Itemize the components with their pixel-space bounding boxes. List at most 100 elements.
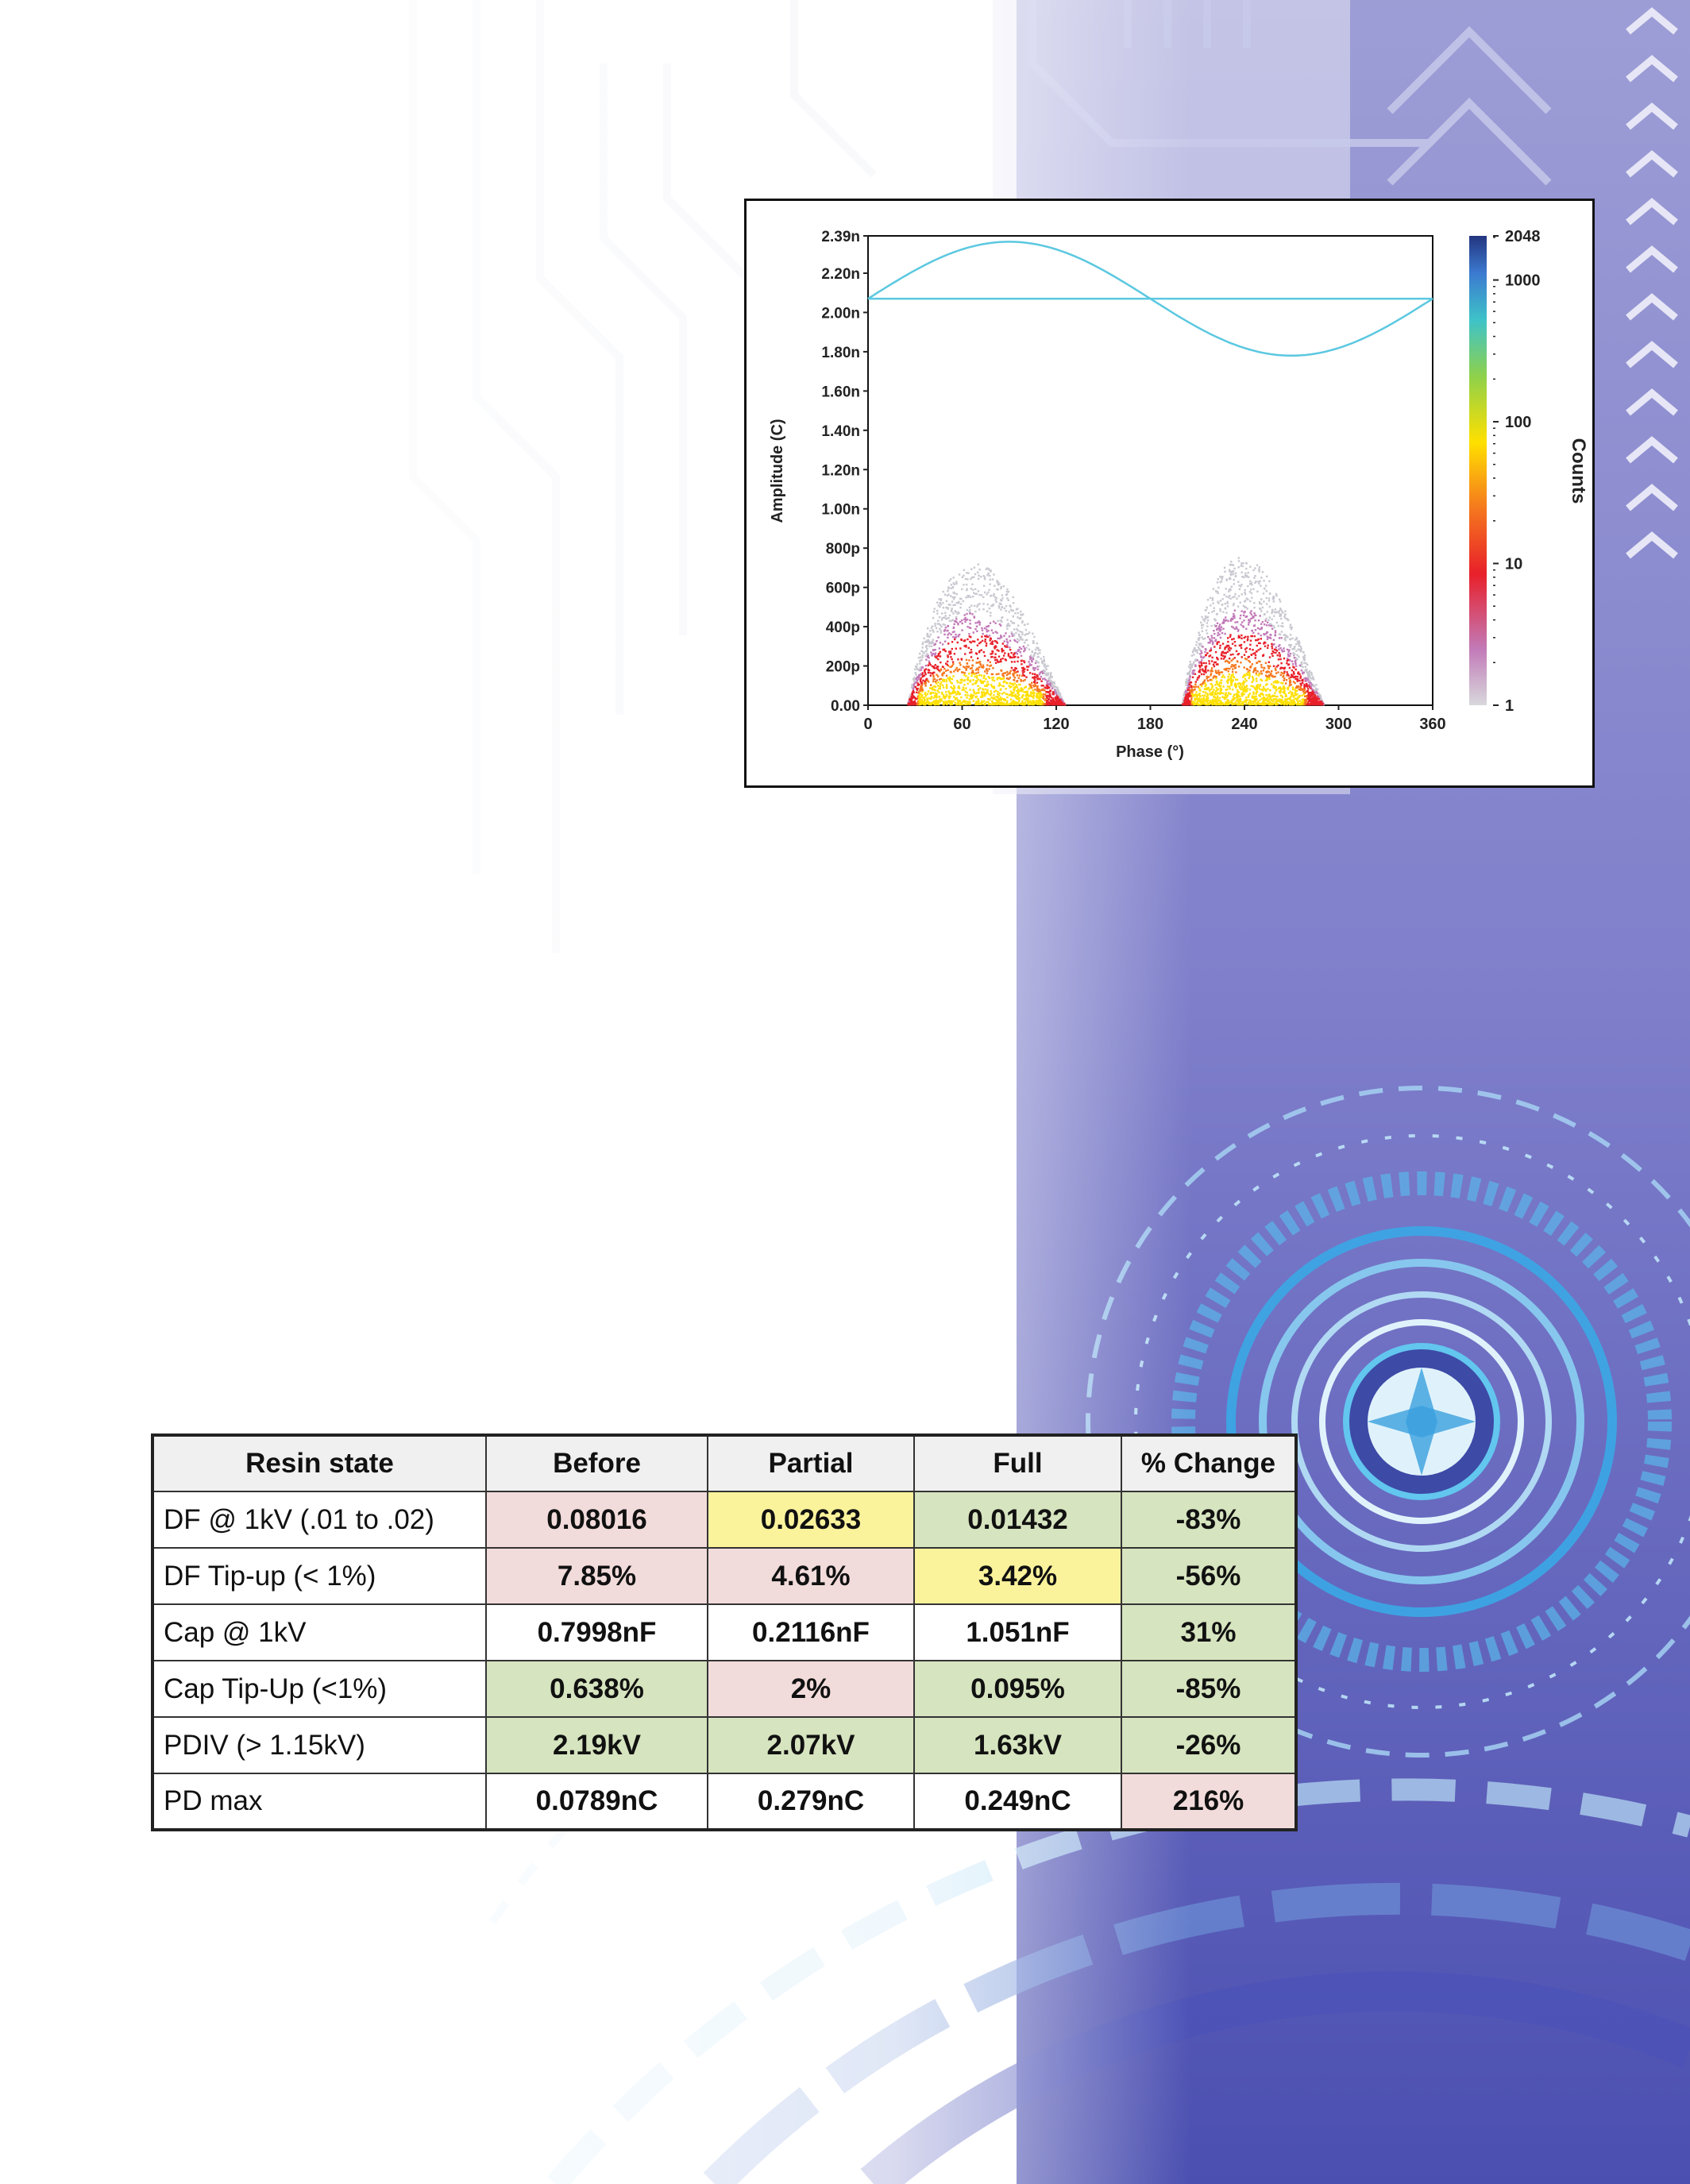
data-point xyxy=(1230,682,1233,685)
data-point xyxy=(1247,598,1249,600)
data-point xyxy=(1318,702,1321,705)
data-point xyxy=(1200,624,1203,627)
data-point xyxy=(1274,681,1276,684)
data-point xyxy=(1220,681,1222,685)
data-point xyxy=(927,690,930,693)
data-point xyxy=(956,669,959,671)
data-point xyxy=(989,639,991,642)
data-point xyxy=(1311,702,1314,705)
data-point xyxy=(1231,703,1233,706)
data-point xyxy=(1203,698,1206,700)
data-point xyxy=(953,598,955,600)
data-point xyxy=(1006,623,1009,626)
data-point xyxy=(940,619,943,621)
data-point xyxy=(1004,645,1006,647)
data-point xyxy=(1234,644,1237,647)
data-point xyxy=(940,623,942,627)
data-point xyxy=(1052,693,1055,696)
data-point xyxy=(938,598,940,600)
data-point xyxy=(1036,693,1038,696)
data-point xyxy=(1305,669,1308,672)
data-point xyxy=(1211,640,1214,643)
data-point xyxy=(1282,612,1284,614)
data-point xyxy=(1298,642,1301,645)
data-point xyxy=(981,627,983,630)
data-point xyxy=(1308,685,1311,688)
data-point xyxy=(936,667,938,669)
data-point xyxy=(927,669,929,671)
data-point xyxy=(1240,662,1242,664)
data-point xyxy=(1283,638,1286,640)
data-point xyxy=(977,571,979,573)
data-point xyxy=(1201,652,1203,654)
data-point xyxy=(1032,642,1035,644)
data-point xyxy=(928,656,930,659)
data-point xyxy=(1202,618,1205,621)
data-point xyxy=(986,668,988,670)
data-point xyxy=(1185,693,1187,696)
data-point xyxy=(961,588,963,591)
data-point xyxy=(1300,647,1302,650)
data-point xyxy=(1060,696,1063,699)
data-point xyxy=(1307,703,1310,705)
data-point xyxy=(918,675,920,678)
data-point xyxy=(1222,627,1225,630)
data-point xyxy=(1229,588,1232,590)
data-point xyxy=(966,618,969,621)
data-point xyxy=(1236,660,1239,662)
data-point xyxy=(1199,700,1202,704)
data-point xyxy=(919,701,922,704)
data-point xyxy=(1225,646,1228,648)
data-point xyxy=(1049,695,1051,697)
data-point xyxy=(1212,642,1214,644)
data-point xyxy=(1031,681,1033,684)
data-point xyxy=(1206,625,1209,627)
data-point xyxy=(1319,698,1322,700)
data-point xyxy=(1295,686,1298,689)
data-point xyxy=(1043,656,1045,658)
data-point xyxy=(965,583,968,586)
data-point xyxy=(933,667,936,669)
data-point xyxy=(1244,690,1247,693)
data-point xyxy=(1279,667,1282,669)
data-point xyxy=(919,656,922,658)
data-point xyxy=(1272,700,1275,702)
data-point xyxy=(1279,600,1282,603)
data-point xyxy=(1262,685,1265,689)
data-point xyxy=(1230,702,1233,704)
data-point xyxy=(988,698,990,700)
data-point xyxy=(927,664,929,666)
data-point xyxy=(1306,696,1308,698)
data-point xyxy=(978,620,980,623)
data-point xyxy=(1278,637,1281,639)
data-point xyxy=(1223,656,1226,658)
data-point xyxy=(977,604,979,606)
data-point xyxy=(1020,660,1023,662)
data-point xyxy=(922,674,924,677)
data-point xyxy=(1289,690,1291,693)
data-point xyxy=(1020,680,1023,682)
data-point xyxy=(1215,701,1217,704)
data-point xyxy=(1302,693,1305,696)
data-point xyxy=(1036,695,1039,697)
data-point xyxy=(1262,689,1264,692)
data-point xyxy=(1005,677,1009,680)
data-point xyxy=(1225,680,1229,683)
data-point xyxy=(937,619,940,622)
data-point xyxy=(983,680,986,683)
data-point xyxy=(986,610,989,612)
data-point xyxy=(978,673,981,677)
data-point xyxy=(963,684,966,686)
data-point xyxy=(993,592,995,596)
data-point xyxy=(943,680,945,682)
data-point xyxy=(1294,692,1296,695)
data-point xyxy=(929,633,932,636)
data-point xyxy=(1013,622,1016,624)
data-point xyxy=(1021,688,1024,690)
data-point xyxy=(1023,674,1026,677)
data-point xyxy=(982,575,985,577)
data-point xyxy=(1267,644,1269,646)
data-point xyxy=(990,615,992,617)
data-point xyxy=(1200,702,1202,705)
data-point xyxy=(1029,684,1032,686)
